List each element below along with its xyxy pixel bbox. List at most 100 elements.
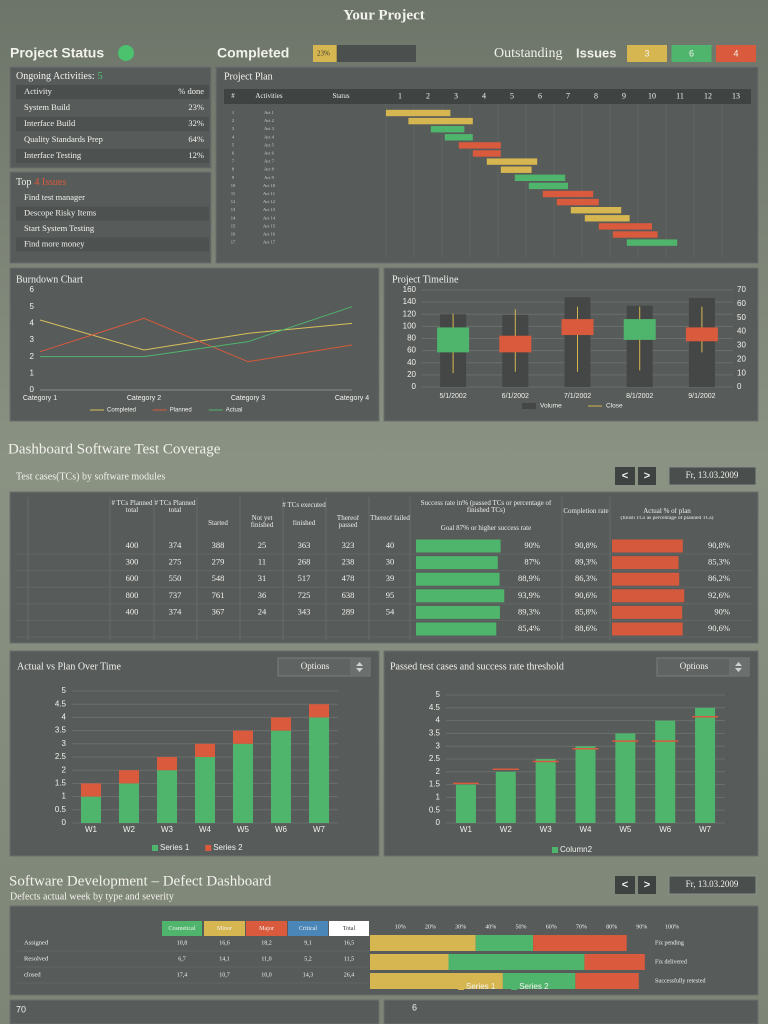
success-label: 87% — [524, 557, 540, 567]
section-subtitle: Defects actual week by type and severity — [10, 891, 174, 902]
task-name: Act 7 — [264, 159, 275, 164]
y-tick-label: 1.5 — [429, 780, 441, 789]
gantt-bar — [528, 182, 568, 190]
series-line — [40, 306, 353, 358]
panel-title: Passed test cases and success rate thres… — [390, 661, 564, 672]
header-row — [224, 89, 751, 104]
date-box[interactable] — [668, 466, 757, 486]
column-header: Major — [259, 926, 274, 932]
y-tick-label: 1 — [62, 792, 67, 801]
x-tick-label: W7 — [699, 825, 712, 834]
column-header: Total — [343, 926, 356, 932]
x-tick-label: Category 3 — [231, 395, 265, 402]
task-name: Act 5 — [264, 142, 275, 147]
bar — [535, 759, 556, 823]
button-body[interactable] — [277, 657, 371, 677]
actual-label: 85,3% — [708, 557, 730, 567]
period-label: 9 — [622, 91, 626, 100]
y-tick-label: 4 — [436, 716, 441, 725]
header-cell: Thereof failed — [370, 515, 410, 522]
task-name: Act 12 — [263, 199, 275, 204]
button-arrow-box[interactable] — [729, 659, 748, 675]
gantt-bar — [556, 198, 599, 206]
y-tick-label: 3 — [30, 335, 35, 344]
header-cell-box: Thereof failed — [370, 515, 410, 522]
x-tick-label: W4 — [199, 825, 212, 834]
nav-next-label[interactable]: > — [644, 879, 650, 891]
panel-title: Top 4 Issues — [16, 177, 66, 188]
table-cell: 238 — [342, 557, 355, 567]
gantt-bar — [458, 142, 501, 149]
nav-next[interactable] — [638, 467, 656, 485]
date-box[interactable] — [668, 875, 757, 895]
bar — [119, 783, 139, 823]
y2-tick-label: 10 — [737, 368, 746, 377]
column-header: % done — [178, 86, 204, 96]
bar — [655, 720, 676, 823]
column-header: Cosmetical — [169, 926, 196, 932]
bar — [575, 973, 639, 989]
row-stripe — [16, 206, 209, 221]
success-bar — [416, 572, 500, 586]
nav-next[interactable] — [638, 876, 656, 894]
success-bar — [416, 605, 500, 619]
actual-label: 90,6% — [708, 623, 730, 633]
actual-bar — [612, 589, 685, 603]
button-label[interactable]: Options — [301, 661, 330, 671]
completion-cell: 85,8% — [575, 606, 597, 616]
period-label: 12 — [704, 91, 712, 100]
nav-prev[interactable] — [615, 876, 635, 894]
table-cell: 400 — [126, 540, 139, 550]
table-cell: 14,3 — [303, 972, 314, 978]
table-cell: 54 — [386, 606, 395, 616]
table-cell: 25 — [258, 540, 267, 550]
x-tick-label: W6 — [659, 825, 672, 834]
actual-bar — [612, 622, 683, 636]
table-cell: 275 — [169, 557, 182, 567]
nav-prev-label[interactable]: < — [622, 879, 628, 891]
period-label: 4 — [482, 91, 486, 100]
nav-prev[interactable] — [615, 467, 635, 485]
gantt-bar — [626, 239, 678, 246]
y-tick-label: 4 — [30, 318, 35, 327]
table-cell: 40 — [386, 540, 395, 550]
nav-next-label[interactable]: > — [644, 470, 650, 482]
y-tick-label: 2.5 — [55, 752, 67, 761]
nav-prev-label[interactable]: < — [622, 470, 628, 482]
table-cell: 550 — [169, 573, 182, 583]
legend-swatch — [552, 847, 558, 853]
progress-track — [313, 45, 416, 62]
header-cell-box: # TCs Planned total — [111, 500, 152, 514]
legend-label: Close — [606, 403, 623, 410]
table-cell: 10,8 — [177, 940, 188, 946]
period-label: 10 — [648, 91, 656, 100]
button-body[interactable] — [656, 657, 750, 677]
options-button[interactable]: Options — [277, 657, 371, 677]
button-arrows[interactable] — [356, 662, 363, 672]
button-arrow-box[interactable] — [350, 659, 369, 675]
legend-label: Series 1 — [466, 982, 496, 991]
column-header: Activity — [24, 86, 53, 96]
header-cell: Completion rate — [563, 508, 609, 515]
table-cell: 10,0 — [261, 972, 272, 978]
table-cell: 31 — [258, 573, 267, 583]
issue-count: 6 — [689, 48, 694, 58]
options-button[interactable]: Options — [656, 657, 750, 677]
legend-swatch — [152, 845, 158, 851]
count: 5 — [98, 71, 103, 82]
task-name: Act 2 — [264, 118, 274, 123]
progress-fill — [313, 45, 337, 62]
button-label[interactable]: Options — [680, 661, 709, 671]
y2-tick-label: 40 — [737, 327, 746, 336]
task-id: 4 — [232, 134, 235, 139]
actual-label: 86,2% — [708, 573, 730, 583]
section-title: Software Development – Defect Dashboard — [9, 873, 272, 889]
gantt-bar — [612, 231, 658, 238]
bar — [195, 757, 215, 823]
y2-tick-label: 50 — [737, 313, 746, 322]
issue-count-box — [627, 45, 667, 62]
table-cell: 5,2 — [304, 956, 312, 962]
bar — [448, 954, 585, 970]
y-tick-label: 0.5 — [429, 805, 441, 814]
button-arrows[interactable] — [735, 662, 742, 672]
